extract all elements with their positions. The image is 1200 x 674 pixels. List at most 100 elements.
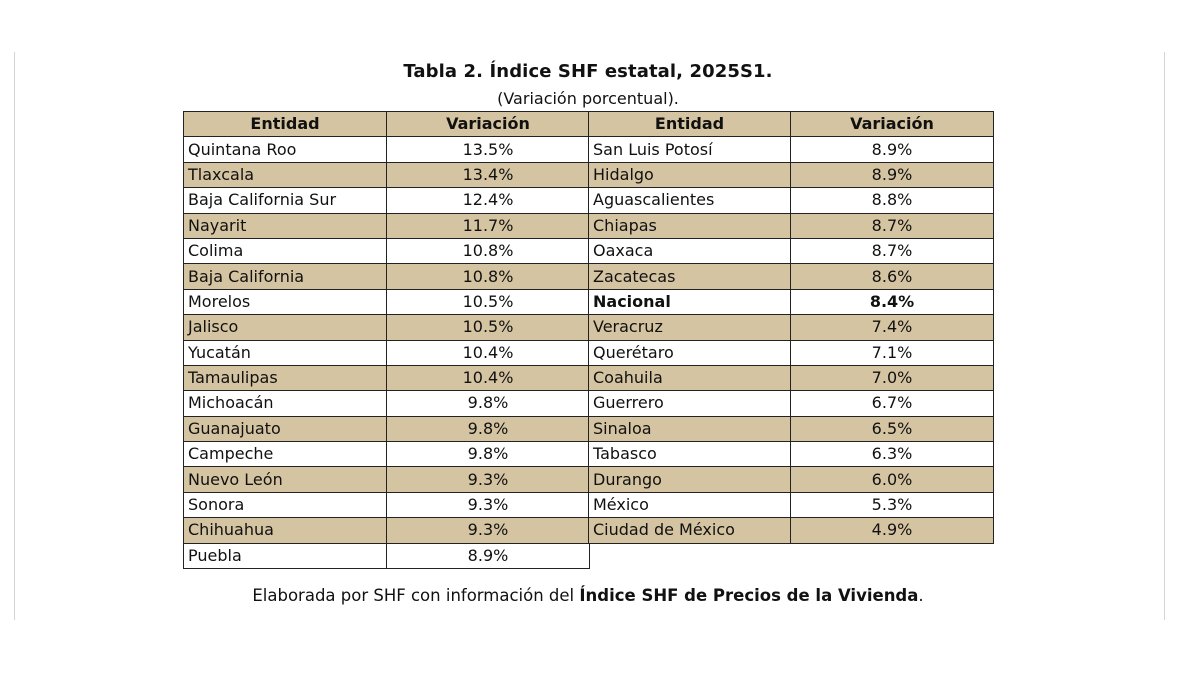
table-header-row: Entidad Variación [183, 110, 590, 138]
entity-cell: Nacional [588, 288, 791, 316]
entity-cell: Colima [183, 237, 387, 265]
source-note-index-name: Índice SHF de Precios de la Vivienda [579, 586, 919, 605]
variation-cell: 10.5% [386, 288, 590, 316]
entity-cell: Nuevo León [183, 466, 387, 493]
variation-cell: 10.4% [386, 339, 590, 366]
entity-cell: Campeche [183, 441, 387, 468]
table-row: Nayarit 11.7% [183, 212, 590, 239]
entity-cell: Tlaxcala [183, 161, 387, 189]
variation-cell: 10.4% [386, 364, 590, 392]
table-subtitle: (Variación porcentual). [497, 89, 679, 108]
variation-cell: 11.7% [386, 212, 590, 239]
table-row: Nacional 8.4% [588, 288, 994, 316]
table-row: Tlaxcala 13.4% [183, 161, 590, 189]
variation-cell: 6.3% [790, 441, 994, 468]
table-row: Sinaloa 6.5% [588, 415, 994, 443]
entity-cell: México [588, 491, 791, 519]
variation-cell: 8.9% [790, 136, 994, 163]
table-row: Durango 6.0% [588, 466, 994, 493]
table-row: Sonora 9.3% [183, 491, 590, 519]
variation-cell: 9.8% [386, 415, 590, 443]
table-row: Guanajuato 9.8% [183, 415, 590, 443]
entity-cell: Zacatecas [588, 263, 791, 290]
source-note-suffix: . [918, 586, 924, 605]
entity-cell: Guerrero [588, 390, 791, 417]
entity-cell: Chiapas [588, 212, 791, 239]
table-title: Tabla 2. Índice SHF estatal, 2025S1. [403, 61, 773, 82]
table-row: Hidalgo 8.9% [588, 161, 994, 189]
variation-cell: 6.5% [790, 415, 994, 443]
table-row: Michoacán 9.8% [183, 390, 590, 417]
table-row: Aguascalientes 8.8% [588, 187, 994, 214]
variation-cell: 8.7% [790, 212, 994, 239]
entity-cell: Durango [588, 466, 791, 493]
variation-cell: 10.8% [386, 237, 590, 265]
entity-cell: Jalisco [183, 314, 387, 341]
variation-cell: 6.7% [790, 390, 994, 417]
variation-cell: 9.3% [386, 491, 590, 519]
entity-cell: Sinaloa [588, 415, 791, 443]
column-header-entity: Entidad [183, 110, 387, 138]
table-body-right: San Luis Potosí 8.9% Hidalgo 8.9% Aguascalie… [588, 136, 994, 544]
table-row: Puebla 8.9% [183, 542, 590, 570]
table-row: Oaxaca 8.7% [588, 237, 994, 265]
page-left-border [14, 52, 15, 620]
entity-cell: Michoacán [183, 390, 387, 417]
variation-cell: 12.4% [386, 187, 590, 214]
variation-cell: 10.5% [386, 314, 590, 341]
table-row: Quintana Roo 13.5% [183, 136, 590, 163]
table-row: Veracruz 7.4% [588, 314, 994, 341]
variation-cell: 8.9% [386, 542, 590, 570]
variation-cell: 5.3% [790, 491, 994, 519]
table-row: Baja California 10.8% [183, 263, 590, 290]
variation-cell: 10.8% [386, 263, 590, 290]
table-body-left: Quintana Roo 13.5% Tlaxcala 13.4% Baja Calif… [183, 136, 590, 570]
entity-cell: San Luis Potosí [588, 136, 791, 163]
entity-cell: Nayarit [183, 212, 387, 239]
source-note: Elaborada por SHF con información del Ín… [0, 586, 1176, 605]
table-row: Coahuila 7.0% [588, 364, 994, 392]
entity-cell: Guanajuato [183, 415, 387, 443]
variation-cell: 9.8% [386, 390, 590, 417]
variation-cell: 8.4% [790, 288, 994, 316]
page-right-border [1164, 52, 1165, 620]
variation-cell: 9.3% [386, 466, 590, 493]
table-row: Tabasco 6.3% [588, 441, 994, 468]
table-row: Morelos 10.5% [183, 288, 590, 316]
column-header-variation: Variación [790, 110, 994, 138]
entity-cell: Chihuahua [183, 517, 387, 544]
table-row: Baja California Sur 12.4% [183, 187, 590, 214]
table-row: México 5.3% [588, 491, 994, 519]
variation-cell: 4.9% [790, 517, 994, 544]
variation-cell: 8.6% [790, 263, 994, 290]
table-row: Chihuahua 9.3% [183, 517, 590, 544]
column-header-entity: Entidad [588, 110, 791, 138]
table-header-row: Entidad Variación [588, 110, 994, 138]
table-row: Guerrero 6.7% [588, 390, 994, 417]
table-row: Nuevo León 9.3% [183, 466, 590, 493]
entity-cell: Tabasco [588, 441, 791, 468]
entity-cell: Quintana Roo [183, 136, 387, 163]
variation-cell: 9.8% [386, 441, 590, 468]
entity-cell: Ciudad de México [588, 517, 791, 544]
table-row: San Luis Potosí 8.9% [588, 136, 994, 163]
entity-cell: Sonora [183, 491, 387, 519]
entity-cell: Morelos [183, 288, 387, 316]
entity-cell: Puebla [183, 542, 387, 570]
variation-cell: 6.0% [790, 466, 994, 493]
entity-cell: Tamaulipas [183, 364, 387, 392]
state-index-table-right: Entidad Variación San Luis Potosí 8.9% Hid… [588, 110, 994, 544]
variation-cell: 7.4% [790, 314, 994, 341]
entity-cell: Aguascalientes [588, 187, 791, 214]
table-row: Tamaulipas 10.4% [183, 364, 590, 392]
entity-cell: Baja California [183, 263, 387, 290]
entity-cell: Oaxaca [588, 237, 791, 265]
variation-cell: 8.8% [790, 187, 994, 214]
variation-cell: 8.9% [790, 161, 994, 189]
table-row: Chiapas 8.7% [588, 212, 994, 239]
entity-cell: Querétaro [588, 339, 791, 366]
entity-cell: Coahuila [588, 364, 791, 392]
variation-cell: 7.0% [790, 364, 994, 392]
table-row: Ciudad de México 4.9% [588, 517, 994, 544]
table-row: Campeche 9.8% [183, 441, 590, 468]
